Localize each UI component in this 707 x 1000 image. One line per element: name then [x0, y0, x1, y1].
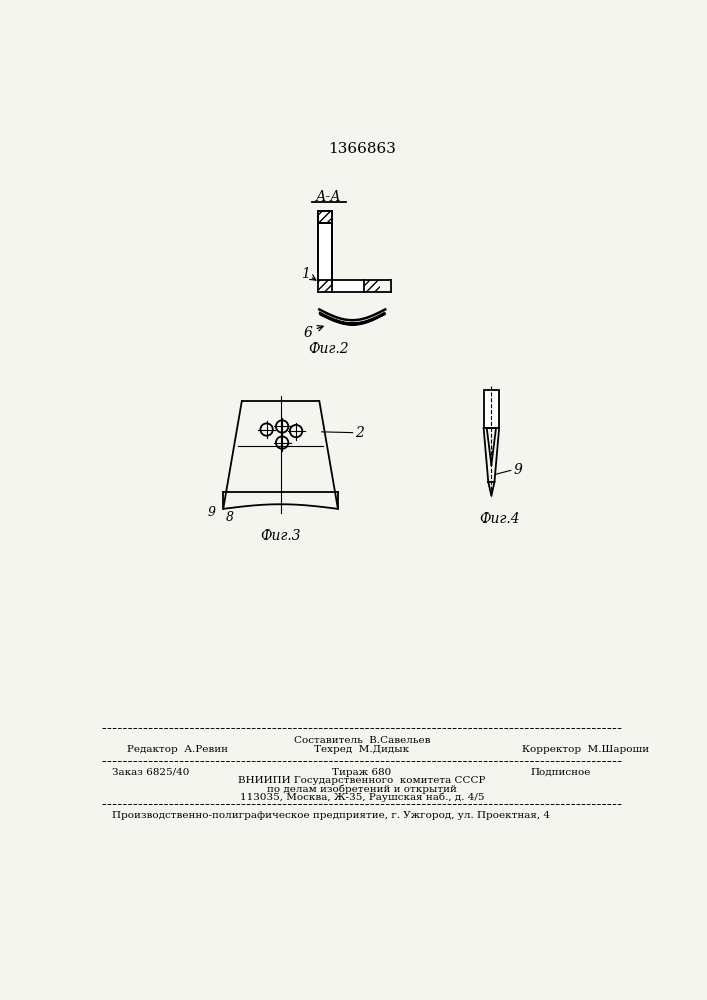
Text: Редактор  А.Ревин: Редактор А.Ревин: [127, 745, 228, 754]
Bar: [317, 211, 332, 223]
Text: Фиг.3: Фиг.3: [260, 529, 301, 543]
Bar: [484, 389, 499, 428]
Text: Техред  М.Дидык: Техред М.Дидык: [315, 745, 409, 754]
Text: Составитель  В.Савельев: Составитель В.Савельев: [293, 736, 430, 745]
Text: 2: 2: [355, 426, 364, 440]
Bar: [317, 223, 332, 282]
Text: А-А: А-А: [316, 190, 341, 204]
Text: 1: 1: [301, 267, 310, 281]
Text: Подписное: Подписное: [530, 768, 590, 777]
Text: 9: 9: [207, 506, 216, 519]
Text: ВНИИПИ Государственного  комитета СССР: ВНИИПИ Государственного комитета СССР: [238, 776, 486, 785]
Text: Производственно-полиграфическое предприятие, г. Ужгород, ул. Проектная, 4: Производственно-полиграфическое предприя…: [112, 811, 549, 820]
Text: 1366863: 1366863: [328, 142, 396, 156]
Text: 8: 8: [226, 511, 233, 524]
Text: 9: 9: [513, 463, 522, 477]
Text: Корректор  М.Шароши: Корректор М.Шароши: [522, 745, 650, 754]
Text: 6: 6: [304, 326, 313, 340]
Text: Тираж 680: Тираж 680: [332, 768, 392, 777]
Text: Фиг.4: Фиг.4: [479, 512, 520, 526]
Bar: [317, 280, 332, 292]
Text: Заказ 6825/40: Заказ 6825/40: [112, 768, 189, 777]
Text: Фиг.2: Фиг.2: [308, 342, 349, 356]
Bar: [364, 280, 380, 292]
Text: по делам изобретений и открытий: по делам изобретений и открытий: [267, 785, 457, 794]
Bar: [332, 280, 364, 292]
Text: 113035, Москва, Ж-35, Раушская наб., д. 4/5: 113035, Москва, Ж-35, Раушская наб., д. …: [240, 793, 484, 802]
